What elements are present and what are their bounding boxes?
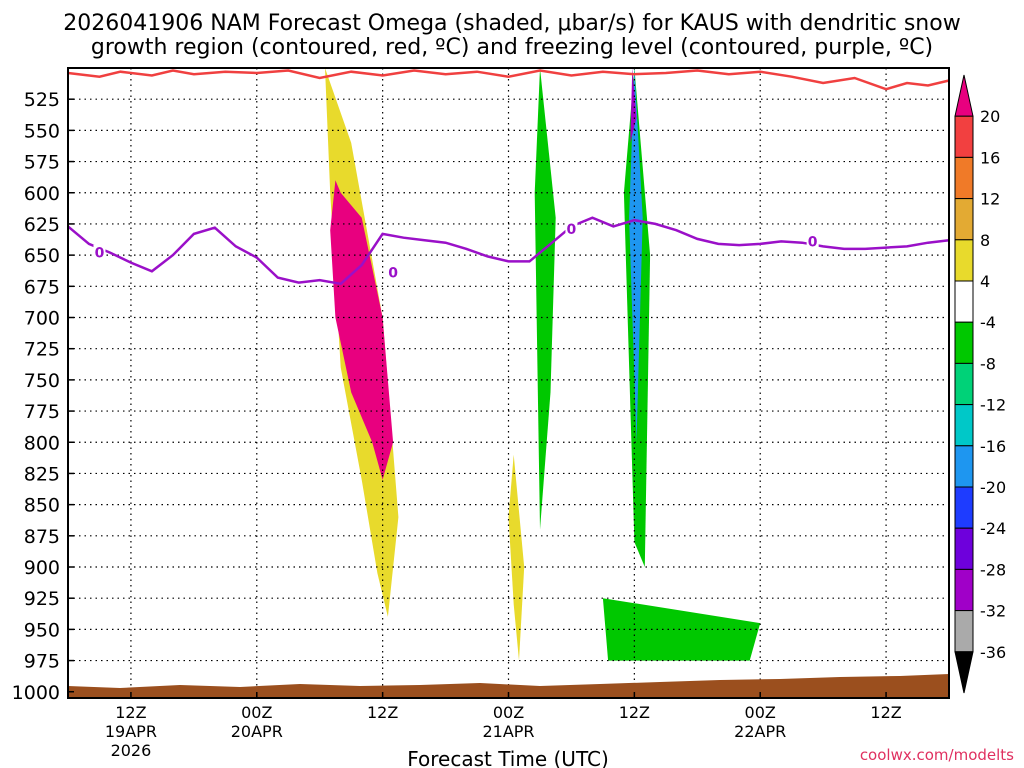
gridlines: [68, 68, 949, 698]
colorbar: 20 16 12 8 4 -4 -8 -12 -16 -20 -24 -28 -32 -36: [954, 74, 1006, 694]
colorbar-label: 20: [980, 107, 1000, 126]
colorbar-label: -20: [980, 478, 1006, 497]
y-tick-label-700: 700: [24, 308, 60, 330]
y-tick-label-900: 900: [24, 557, 60, 579]
colorbar-label: -24: [980, 519, 1006, 538]
y-tick-label-1000: 1000: [12, 682, 60, 704]
y-tick-label-875: 875: [24, 526, 60, 548]
x-axis-title: Forecast Time (UTC): [407, 747, 609, 768]
omega-region-6: [630, 68, 637, 143]
y-tick-label-750: 750: [24, 370, 60, 392]
colorbar-swatch-13: [954, 610, 974, 653]
colorbar-swatch-9: [954, 445, 974, 488]
freezing-label-bg-2: [565, 220, 578, 236]
omega-region-7: [602, 598, 761, 661]
freezing-label-0: 0: [95, 246, 105, 262]
dendritic-growth-contour: [67, 69, 950, 91]
colorbar-swatch-2: [954, 156, 974, 200]
x-tick-label: 12Z: [870, 703, 901, 722]
colorbar-label: 16: [980, 148, 1000, 167]
freezing-label-bg-3: [806, 233, 819, 249]
y-tick-label-600: 600: [24, 183, 60, 205]
y-tick-label-675: 675: [24, 276, 60, 298]
x-tick-date: 20APR: [231, 722, 283, 741]
x-tick-label: 00Z: [493, 703, 524, 722]
colorbar-swatch-6: [954, 321, 974, 364]
x-tick-label: 00Z: [745, 703, 776, 722]
x-tick-label: 12Z: [619, 703, 650, 722]
y-tick-label-775: 775: [24, 401, 60, 423]
freezing-label-bg-1: [387, 264, 400, 280]
freezing-level-labels: 0 0 0 0: [93, 220, 819, 282]
y-tick-label-575: 575: [24, 152, 60, 174]
plot-area: 0 0 0 0: [67, 67, 950, 699]
y-axis: 525 550 575 600 625 650 675 700 725 750 775 800 825 8…: [12, 89, 74, 704]
chart-title-line-1: 2026041906 NAM Forecast Omega (shaded, μ…: [63, 11, 960, 36]
colorbar-swatch-11: [954, 527, 974, 570]
x-tick-label: 12Z: [115, 703, 146, 722]
colorbar-label: -32: [980, 602, 1006, 621]
colorbar-label: -36: [980, 643, 1006, 662]
freezing-level-contour: [67, 216, 950, 286]
freezing-label-1: 0: [388, 266, 398, 282]
colorbar-label: -8: [980, 354, 996, 373]
chart-title-line-2: growth region (contoured, red, ºC) and f…: [91, 35, 933, 60]
colorbar-bottom-arrow: [954, 651, 974, 694]
omega-region-0: [330, 180, 394, 480]
y-tick-label-525: 525: [24, 89, 60, 111]
x-tick-date: 21APR: [482, 722, 534, 741]
x-tick-year: 2026: [111, 741, 152, 760]
colorbar-swatch-10: [954, 486, 974, 529]
freezing-label-2: 0: [567, 222, 577, 238]
ground-terrain: [68, 674, 949, 698]
x-tick-label: 12Z: [367, 703, 398, 722]
colorbar-label: 4: [980, 272, 990, 291]
colorbar-swatch-5: [954, 280, 974, 323]
x-tick-label: 00Z: [241, 703, 272, 722]
y-tick-label-650: 650: [24, 245, 60, 267]
y-tick-label-850: 850: [24, 495, 60, 517]
freezing-label-bg-0: [93, 244, 106, 260]
omega-region-3: [534, 68, 556, 530]
y-tick-label-625: 625: [24, 214, 60, 236]
omega-shading-layer: [325, 68, 761, 661]
x-tick-date: 22APR: [734, 722, 786, 741]
colorbar-label: -4: [980, 313, 996, 332]
y-tick-label-950: 950: [24, 619, 60, 641]
y-tick-label-550: 550: [24, 120, 60, 142]
colorbar-swatch-12: [954, 568, 974, 612]
colorbar-swatch-7: [954, 362, 974, 406]
colorbar-swatch-4: [954, 239, 974, 282]
y-tick-label-925: 925: [24, 588, 60, 610]
credit-text: coolwx.com/modelts: [860, 746, 1014, 764]
colorbar-swatch-3: [954, 198, 974, 241]
y-tick-label-975: 975: [24, 651, 60, 673]
colorbar-label: -28: [980, 560, 1006, 579]
colorbar-swatch-8: [954, 404, 974, 447]
y-tick-label-825: 825: [24, 463, 60, 485]
colorbar-label: 8: [980, 231, 990, 250]
y-tick-label-800: 800: [24, 432, 60, 454]
omega-region-2: [508, 454, 525, 661]
colorbar-label: -12: [980, 396, 1006, 415]
x-tick-date: 19APR: [105, 722, 157, 741]
colorbar-top-arrow: [954, 74, 974, 117]
y-tick-label-725: 725: [24, 339, 60, 361]
colorbar-label: -16: [980, 437, 1006, 456]
colorbar-label: 12: [980, 190, 1000, 209]
colorbar-swatch-1: [954, 115, 974, 158]
freezing-label-3: 0: [808, 234, 818, 250]
